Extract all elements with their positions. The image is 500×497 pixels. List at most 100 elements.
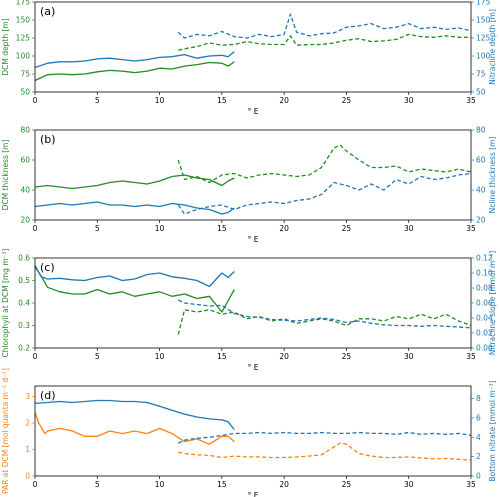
x-tick-label: 30 [404,352,414,361]
x-tick-label: 25 [342,96,352,105]
y-right-tick-label: 150 [476,16,491,25]
x-axis-label: ° E [248,363,259,372]
y-left-axis-label: PAR at DCM [mol quanta m⁻² d⁻¹] [1,368,10,494]
series-line-green-dashed [177,144,471,184]
x-tick-label: 25 [342,352,352,361]
x-tick-label: 15 [217,352,227,361]
y-left-tick-label: 0.6 [18,254,30,263]
y-right-tick-label: 0.08 [476,284,493,293]
x-tick-label: 20 [279,480,289,489]
x-axis-label: ° E [248,235,259,244]
x-tick-label: 35 [466,224,476,233]
x-tick-label: 15 [217,96,227,105]
chart-panel-2: 0 5 10 15 20 25 30 35 ° E 20 40 60 80 20 40 60 80 DCM thi… [1,126,497,244]
y-left-tick-label: 0.4 [18,299,30,308]
x-tick-label: 20 [279,352,289,361]
x-tick-label: 0 [33,352,38,361]
y-left-tick-label: 0.2 [18,344,30,353]
y-right-tick-label: 6 [476,414,481,423]
series-group [35,144,471,215]
chart-panel-1: 0 5 10 15 20 25 30 35 ° E 50 75 100 125 150 175 50 75 100… [1,0,497,116]
x-tick-label: 5 [95,96,100,105]
y-left-tick-label: 175 [16,0,31,7]
x-tick-label: 30 [404,96,414,105]
y-right-tick-label: 0.10 [476,269,493,278]
y-left-tick-label: 2 [25,419,30,428]
x-tick-label: 10 [155,224,165,233]
y-right-axis-label: Ncline thickness [m] [488,137,497,214]
series-line-green-solid [35,61,235,82]
series-group [35,399,471,461]
y-right-tick-label: 175 [476,0,491,7]
y-right-tick-label: 50 [476,88,486,97]
y-right-tick-label: 2 [476,452,481,461]
x-tick-label: 10 [155,480,165,489]
x-tick-label: 0 [33,96,38,105]
y-right-axis-label: Nitracline slope [mmol m⁻⁴] [488,251,497,356]
x-tick-label: 0 [33,480,38,489]
panel-tag: (b) [40,133,56,146]
series-line-blue-dashed [178,431,471,444]
y-left-axis-label: DCM depth [m] [1,18,10,75]
x-tick-label: 0 [33,224,38,233]
y-right-tick-label: 0.04 [476,314,493,323]
y-right-tick-label: 0.02 [476,329,493,338]
y-left-axis-label: Chlorophyll at DCM [mg m⁻³] [1,248,10,357]
series-line-orange-solid [35,412,235,445]
y-right-axis-label: Nitracline depth [m] [488,9,497,85]
x-tick-label: 25 [342,480,352,489]
y-left-tick-label: 0.3 [18,321,30,330]
y-left-tick-label: 80 [20,126,30,135]
y-left-tick-label: 20 [20,216,30,225]
x-tick-label: 35 [466,96,476,105]
y-right-tick-label: 40 [476,186,486,195]
y-left-tick-label: 125 [16,34,31,43]
y-left-tick-label: 40 [20,186,30,195]
x-tick-label: 30 [404,224,414,233]
series-line-blue-dashed [177,172,471,215]
x-tick-label: 5 [95,480,100,489]
y-right-tick-label: 4 [476,433,481,442]
y-right-tick-label: 100 [476,52,491,61]
series-line-blue-solid [35,201,235,215]
plot-frame [34,1,472,93]
y-left-tick-label: 100 [16,52,31,61]
y-left-axis-label: DCM thickness [m] [1,140,10,211]
y-right-tick-label: 0.06 [476,299,493,308]
y-right-tick-label: 0 [476,472,481,481]
x-axis-label: ° E [248,107,259,116]
y-right-axis-label: Bottom nitrate [mmol m⁻³] [488,380,497,481]
y-left-tick-label: 0 [25,472,30,481]
series-group [35,13,471,82]
x-tick-label: 35 [466,352,476,361]
series-line-green-dashed [177,309,471,335]
y-right-tick-label: 8 [476,394,481,403]
series-line-green-solid [35,266,235,313]
y-right-tick-label: 80 [476,126,486,135]
y-left-tick-label: 0.5 [18,276,30,285]
y-left-tick-label: 60 [20,156,30,165]
y-left-tick-label: 1 [25,445,30,454]
y-right-tick-label: 20 [476,216,486,225]
panel-tag: (a) [40,5,55,18]
series-line-blue-solid [35,51,235,69]
x-tick-label: 5 [95,224,100,233]
x-tick-label: 10 [155,352,165,361]
chart-panel-3: 0 5 10 15 20 25 30 35 ° E 0.2 0.3 0.4 0.5 0.6 0.00 0.02… [1,248,497,372]
y-right-tick-label: 0.00 [476,344,493,353]
y-left-tick-label: 50 [20,88,30,97]
y-right-tick-label: 75 [476,70,486,79]
plot-frame [34,257,472,349]
series-line-blue-solid [35,399,235,430]
y-right-tick-label: 125 [476,34,491,43]
series-line-blue-dashed [177,13,471,39]
x-axis-label: ° E [248,491,259,497]
y-left-tick-label: 75 [20,70,30,79]
y-right-tick-label: 0.12 [476,254,493,263]
x-tick-label: 30 [404,480,414,489]
x-tick-label: 10 [155,96,165,105]
panel-tag: (d) [40,389,56,402]
x-tick-label: 35 [466,480,476,489]
